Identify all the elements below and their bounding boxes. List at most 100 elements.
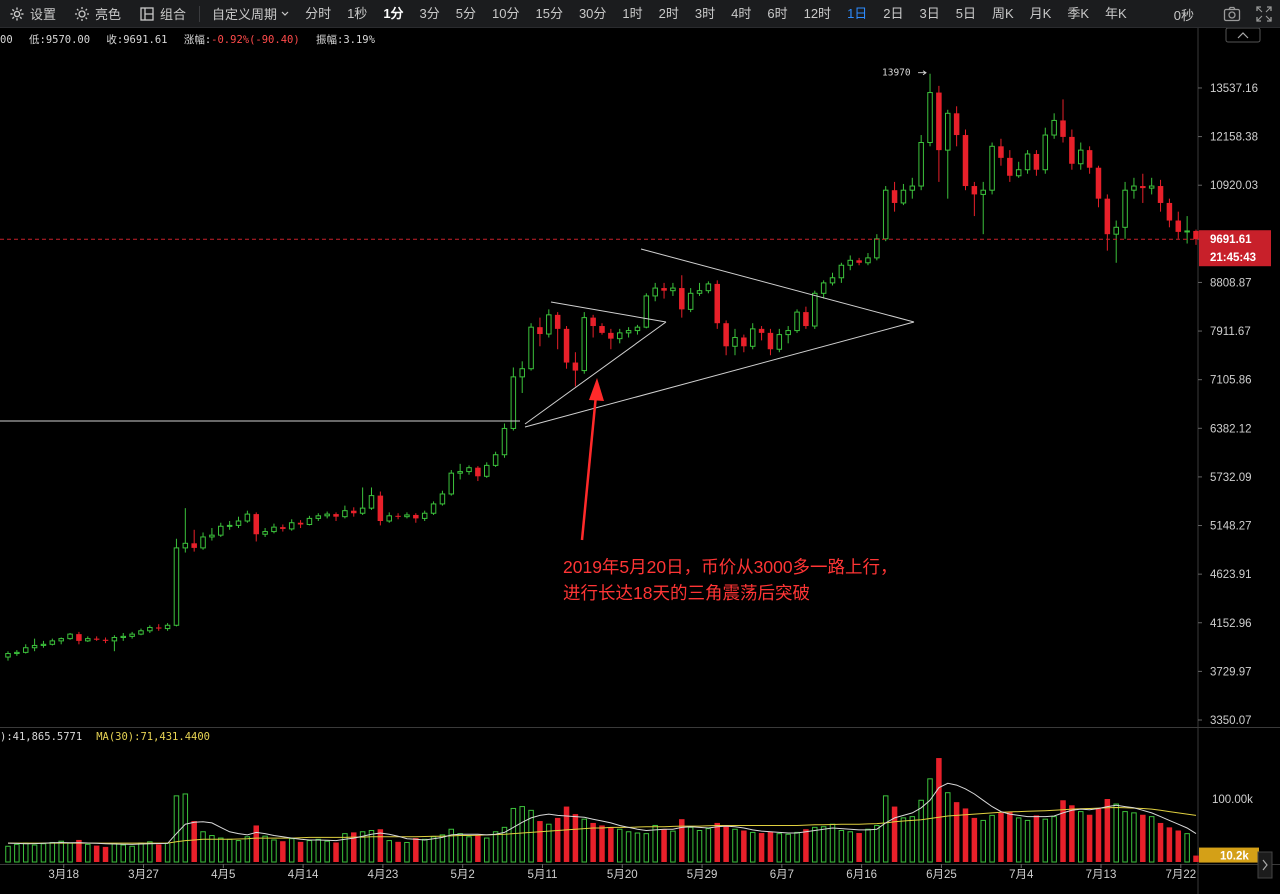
candle-91: [812, 290, 818, 329]
candle-body: [1086, 150, 1093, 168]
candle-body: [953, 113, 960, 136]
period-tab-4[interactable]: 5分: [455, 5, 477, 21]
volume-bar-68: [608, 827, 614, 862]
candle-48: [430, 501, 437, 515]
period-tab-5[interactable]: 10分: [492, 5, 520, 21]
volume-bar-105: [936, 758, 942, 862]
candle-body: [882, 189, 889, 240]
volume-bar-89: [794, 831, 800, 863]
candle-82: [732, 328, 738, 356]
candle-body: [608, 332, 614, 339]
countdown-timer: 0秒: [1173, 7, 1194, 23]
volume-bar-90: [803, 829, 809, 862]
annotation-arrow-head: [589, 378, 604, 401]
period-tab-14[interactable]: 1日: [847, 5, 868, 21]
candle-body: [262, 531, 268, 535]
candle-16: [147, 625, 153, 634]
candle-body: [111, 636, 118, 642]
candle-51: [457, 463, 463, 480]
candle-body: [652, 287, 658, 297]
period-tab-20[interactable]: 季K: [1067, 5, 1090, 21]
candle-body: [421, 512, 428, 519]
period-tab-3[interactable]: 3分: [419, 5, 440, 21]
candle-128: [1140, 173, 1146, 203]
candle-body: [803, 312, 809, 327]
volume-bar-81: [723, 825, 729, 862]
date-axis: 3月18 3月27 4月5 4月14 4月23 5月2 5月11 5月20 5月29 6月7 6月1…: [48, 864, 1196, 881]
candle-123: [1095, 165, 1102, 208]
candle-10: [93, 636, 100, 641]
volume-bar-62: [554, 817, 561, 862]
volume-bar-67: [599, 825, 605, 862]
candle-body: [324, 513, 330, 517]
candle-body: [971, 186, 978, 195]
candle-134: [1193, 229, 1199, 245]
candle-body: [138, 630, 144, 635]
volume-bar-122: [1086, 814, 1093, 862]
price-tick-label-11: 4152.96: [1210, 618, 1252, 630]
custom-period-dropdown[interactable]: 自定义周期: [204, 0, 297, 28]
amplitude-value: 3.19%: [343, 34, 375, 46]
period-tab-19[interactable]: 月K: [1029, 5, 1052, 21]
candle-26: [235, 516, 242, 529]
period-tab-18[interactable]: 周K: [992, 5, 1014, 21]
combo-button[interactable]: 组合: [130, 0, 195, 28]
candle-body: [448, 472, 455, 495]
brightness-button[interactable]: 亮色: [65, 0, 130, 28]
period-tab-16[interactable]: 3日: [919, 5, 940, 21]
screenshot-button[interactable]: [1216, 0, 1248, 28]
volume-bar-97: [865, 828, 871, 863]
price-tick-label-5: 7911.67: [1210, 326, 1251, 338]
period-tab-15[interactable]: 2日: [883, 5, 904, 21]
volume-bar-99: [882, 795, 889, 863]
volume-bar-43: [386, 840, 392, 863]
volume-bar-18: [164, 842, 171, 863]
candle-129: [1148, 177, 1155, 195]
candle-body: [590, 317, 596, 327]
period-tab-7[interactable]: 30分: [578, 5, 607, 21]
low-value: 9570.00: [45, 34, 91, 46]
volume-bar-16: [147, 841, 153, 863]
period-tab-13[interactable]: 12时: [803, 5, 832, 21]
period-tab-2[interactable]: 1分: [383, 5, 404, 21]
volume-bar-76: [679, 819, 685, 862]
candle-109: [971, 181, 978, 217]
period-tab-12[interactable]: 6时: [767, 5, 788, 21]
candle-body: [359, 507, 366, 514]
period-tab-17[interactable]: 5日: [955, 5, 976, 21]
period-tab-9[interactable]: 2时: [658, 5, 679, 21]
candle-body: [253, 514, 259, 535]
period-tab-1[interactable]: 1秒: [347, 5, 368, 21]
period-tab-10[interactable]: 3时: [694, 5, 716, 21]
volume-bar-109: [971, 817, 978, 862]
period-tab-11[interactable]: 4时: [731, 5, 752, 21]
candle-68: [608, 328, 614, 350]
volume-bar-121: [1077, 811, 1084, 863]
candle-body: [838, 264, 845, 279]
period-tab-6[interactable]: 15分: [535, 5, 563, 21]
candle-body: [218, 525, 224, 536]
volume-bar-128: [1140, 814, 1146, 862]
candle-23: [209, 528, 215, 541]
period-tab-8[interactable]: 1时: [622, 5, 643, 21]
price-tick-label-4: 8808.87: [1210, 277, 1252, 289]
candle-body: [466, 467, 472, 473]
candle-body: [918, 142, 924, 187]
period-tab-21[interactable]: 年K: [1105, 5, 1127, 21]
volume-bar-20: [182, 793, 189, 863]
candle-body: [528, 326, 534, 370]
fullscreen-button[interactable]: [1248, 0, 1280, 28]
candle-body: [457, 471, 463, 474]
settings-button[interactable]: 设置: [0, 0, 65, 28]
candle-body: [40, 643, 47, 646]
candle-body: [1033, 153, 1040, 170]
candle-body: [501, 427, 508, 456]
period-tab-0[interactable]: 分时: [305, 5, 332, 21]
candle-132: [1175, 211, 1182, 239]
candle-125: [1113, 220, 1119, 263]
volume-bar-40: [359, 831, 366, 863]
price-chart[interactable]: 13537.16 12158.38 10920.03 9691.61 8808.87 79…: [0, 28, 1280, 894]
candle-96: [856, 257, 862, 266]
small-triangle-top: [550, 301, 667, 323]
candle-52: [466, 465, 472, 475]
